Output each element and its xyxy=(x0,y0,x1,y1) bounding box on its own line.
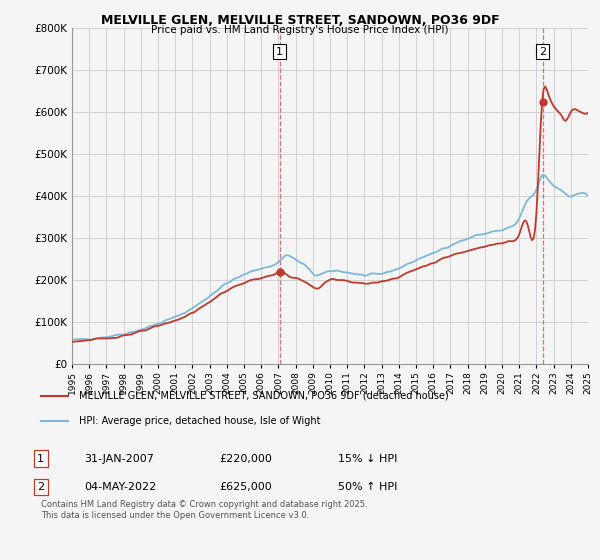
Text: 1: 1 xyxy=(276,46,283,57)
Text: HPI: Average price, detached house, Isle of Wight: HPI: Average price, detached house, Isle… xyxy=(79,416,320,426)
Text: 15% ↓ HPI: 15% ↓ HPI xyxy=(338,454,397,464)
Text: 50% ↑ HPI: 50% ↑ HPI xyxy=(338,482,397,492)
Text: 2: 2 xyxy=(539,46,547,57)
Text: MELVILLE GLEN, MELVILLE STREET, SANDOWN, PO36 9DF (detached house): MELVILLE GLEN, MELVILLE STREET, SANDOWN,… xyxy=(79,391,448,401)
Text: MELVILLE GLEN, MELVILLE STREET, SANDOWN, PO36 9DF: MELVILLE GLEN, MELVILLE STREET, SANDOWN,… xyxy=(101,14,499,27)
Text: £625,000: £625,000 xyxy=(219,482,272,492)
Point xyxy=(275,267,284,276)
Text: Price paid vs. HM Land Registry's House Price Index (HPI): Price paid vs. HM Land Registry's House … xyxy=(151,25,449,35)
Text: 04-MAY-2022: 04-MAY-2022 xyxy=(84,482,156,492)
Point xyxy=(538,97,548,106)
Text: 2: 2 xyxy=(37,482,44,492)
Text: £220,000: £220,000 xyxy=(219,454,272,464)
Text: Contains HM Land Registry data © Crown copyright and database right 2025.
This d: Contains HM Land Registry data © Crown c… xyxy=(41,500,367,520)
Text: 31-JAN-2007: 31-JAN-2007 xyxy=(84,454,154,464)
Text: 1: 1 xyxy=(37,454,44,464)
